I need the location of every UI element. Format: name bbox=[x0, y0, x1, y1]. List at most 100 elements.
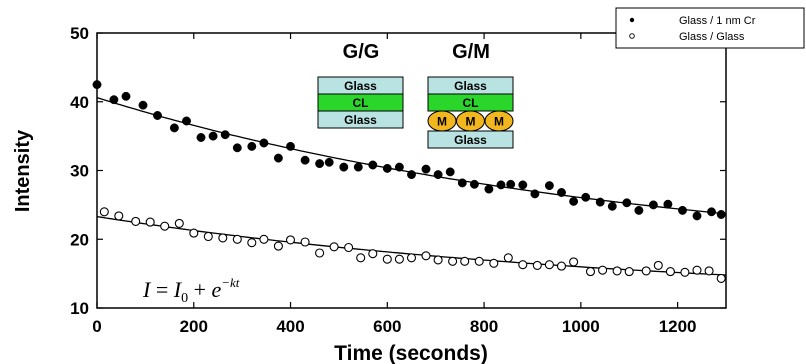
data-point-glass bbox=[585, 267, 596, 277]
eq-i0: I bbox=[173, 277, 183, 302]
data-point-glass bbox=[518, 260, 528, 270]
data-point-glass bbox=[174, 218, 184, 228]
legend: Glass / 1 nm Cr Glass / Glass bbox=[615, 7, 805, 49]
data-point-glass bbox=[247, 238, 257, 248]
data-point-glass bbox=[145, 217, 155, 227]
fit-curves bbox=[96, 96, 727, 276]
data-point-cr bbox=[518, 180, 528, 190]
data-point-glass bbox=[460, 256, 470, 266]
data-point-cr bbox=[716, 210, 726, 219]
data-point-glass bbox=[641, 266, 651, 276]
fit-curve-1 bbox=[96, 96, 727, 215]
data-point-cr bbox=[300, 155, 310, 165]
data-point-glass bbox=[300, 237, 310, 247]
data-point-glass bbox=[544, 260, 554, 270]
data-point-glass bbox=[131, 216, 141, 226]
gg-glass-bottom bbox=[317, 110, 404, 129]
data-point-cr bbox=[469, 179, 479, 189]
data-point-cr bbox=[407, 170, 416, 180]
data-point-glass bbox=[382, 254, 392, 264]
data-point-glass bbox=[474, 256, 484, 266]
data-point-glass bbox=[203, 231, 213, 242]
data-point-glass bbox=[160, 221, 170, 231]
data-point-cr bbox=[622, 198, 632, 208]
data-point-cr bbox=[484, 184, 494, 194]
eq-equals: = bbox=[150, 277, 173, 302]
data-point-cr bbox=[457, 178, 467, 188]
data-point-cr bbox=[109, 95, 119, 105]
data-point-cr bbox=[663, 199, 673, 209]
gm-cl-label: CL bbox=[463, 96, 479, 110]
data-point-cr bbox=[121, 91, 131, 101]
y-tick-label: 10 bbox=[70, 299, 89, 318]
data-point-glass bbox=[285, 235, 296, 245]
data-point-cr bbox=[421, 164, 431, 174]
legend-marker-open bbox=[629, 33, 635, 39]
data-point-glass bbox=[356, 253, 366, 263]
data-point-glass bbox=[315, 248, 325, 258]
gm-glass-top-label: Glass bbox=[454, 79, 487, 93]
data-point-glass bbox=[232, 234, 242, 244]
data-point-cr bbox=[678, 205, 687, 215]
data-point-cr bbox=[581, 192, 591, 202]
data-point-glass bbox=[653, 260, 663, 270]
data-point-cr bbox=[530, 189, 540, 199]
data-point-cr bbox=[169, 123, 179, 133]
y-tick-label: 40 bbox=[70, 93, 89, 112]
legend-marker-filled bbox=[629, 17, 635, 23]
x-axis-label: Time (seconds) bbox=[334, 342, 488, 364]
data-point-glass bbox=[665, 267, 675, 277]
data-point-glass bbox=[433, 255, 443, 265]
data-points bbox=[92, 80, 726, 283]
equation-annotation: I = I0 + e−kt bbox=[142, 275, 240, 306]
data-point-cr bbox=[208, 131, 218, 141]
data-point-cr bbox=[220, 130, 230, 140]
eq-plus: + bbox=[188, 277, 211, 302]
x-tick-label: 800 bbox=[470, 317, 498, 336]
eq-intensity: I bbox=[142, 277, 152, 302]
data-point-cr bbox=[692, 211, 702, 221]
data-point-glass bbox=[259, 234, 269, 244]
data-point-glass bbox=[556, 261, 567, 271]
x-tick-label: 600 bbox=[373, 317, 401, 336]
data-point-cr bbox=[634, 205, 644, 215]
data-point-cr bbox=[353, 162, 363, 172]
data-point-cr bbox=[324, 157, 334, 167]
data-point-cr bbox=[569, 196, 579, 206]
data-point-glass bbox=[114, 211, 124, 221]
data-point-cr bbox=[648, 200, 658, 210]
data-point-glass bbox=[503, 253, 513, 263]
legend-box bbox=[615, 7, 805, 49]
legend-label-cr: Glass / 1 nm Cr bbox=[679, 15, 756, 27]
x-tick-label: 1000 bbox=[562, 317, 600, 336]
gg-title: G/G bbox=[343, 41, 380, 63]
eq-exponent: −kt bbox=[221, 275, 240, 290]
data-point-cr bbox=[382, 163, 392, 173]
schematic-inset: G/G G/M Glass CL Glass Glass CL M M M Gl… bbox=[317, 41, 514, 149]
x-tick-label: 200 bbox=[180, 317, 208, 336]
x-tick-label: 1200 bbox=[659, 317, 697, 336]
data-point-cr bbox=[232, 143, 242, 153]
data-point-cr bbox=[595, 197, 605, 207]
gm-particle-2-label: M bbox=[466, 115, 476, 129]
data-point-glass bbox=[218, 233, 228, 243]
gg-glass-top-label: Glass bbox=[344, 79, 377, 93]
data-point-cr bbox=[92, 80, 102, 90]
data-point-glass bbox=[421, 251, 431, 261]
data-point-cr bbox=[259, 138, 269, 148]
data-point-cr bbox=[339, 162, 349, 172]
y-tick-label: 30 bbox=[70, 162, 89, 181]
data-point-cr bbox=[247, 141, 257, 151]
data-point-glass bbox=[344, 242, 354, 253]
gm-particle-1-label: M bbox=[437, 115, 447, 129]
data-point-cr bbox=[496, 180, 506, 190]
data-point-cr bbox=[445, 167, 455, 177]
fit-curve-2 bbox=[96, 215, 727, 276]
data-point-cr bbox=[138, 100, 148, 110]
data-point-glass bbox=[489, 258, 499, 268]
data-point-glass bbox=[394, 254, 404, 264]
data-point-cr bbox=[182, 116, 191, 126]
data-point-cr bbox=[286, 141, 295, 151]
data-point-glass bbox=[692, 265, 702, 275]
